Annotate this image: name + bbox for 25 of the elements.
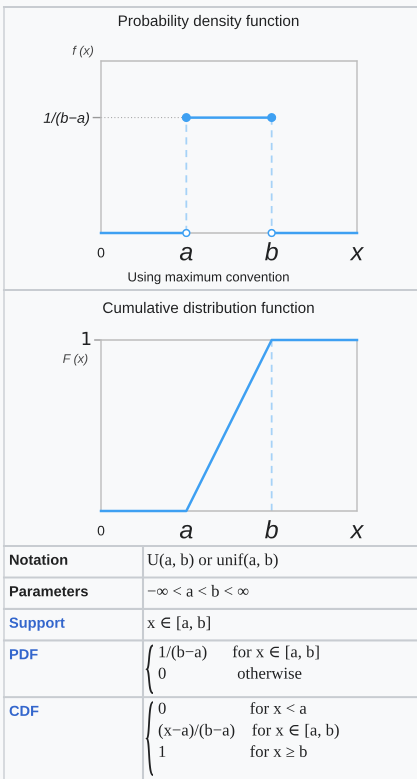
- y-axis-title: F (x): [63, 354, 88, 366]
- text: 1/(b−a) for x ∈ [a, b] 0 otherwise: [158, 645, 319, 679]
- category-label: Notation: [10, 554, 68, 565]
- text: U(a, b) or unif(a, b): [147, 553, 278, 569]
- text: −∞ < a < b < ∞: [148, 584, 248, 597]
- y-axis-title: f (x): [72, 46, 94, 58]
- text: Using maximum convention: [128, 272, 289, 284]
- x-tick-label: a: [180, 246, 192, 261]
- x-tick-label: x: [350, 247, 364, 260]
- x-tick-label: b: [265, 520, 278, 539]
- x-tick-label: 0: [98, 526, 104, 536]
- category-label: PDF: [10, 649, 38, 660]
- chart-title: Probability density function: [118, 14, 298, 30]
- x-tick-label: 0: [98, 248, 104, 258]
- chart-title: Cumulative distribution function: [103, 302, 314, 314]
- text: 0 for x < a (x−a)/(b−a) for x ∈ [a, b) 1 for x ≥ b: [158, 702, 339, 758]
- ref-line-label: 1/(b−a): [44, 112, 90, 126]
- category-label: Support: [9, 618, 65, 631]
- x-tick-label: a: [180, 524, 192, 539]
- text: x ∈ [a, b]: [147, 616, 210, 631]
- x-tick-label: x: [350, 525, 364, 538]
- category-label: CDF: [10, 706, 38, 716]
- category-label: Parameters: [10, 586, 88, 596]
- x-tick-label: b: [265, 242, 278, 261]
- text: 1: [82, 332, 90, 345]
